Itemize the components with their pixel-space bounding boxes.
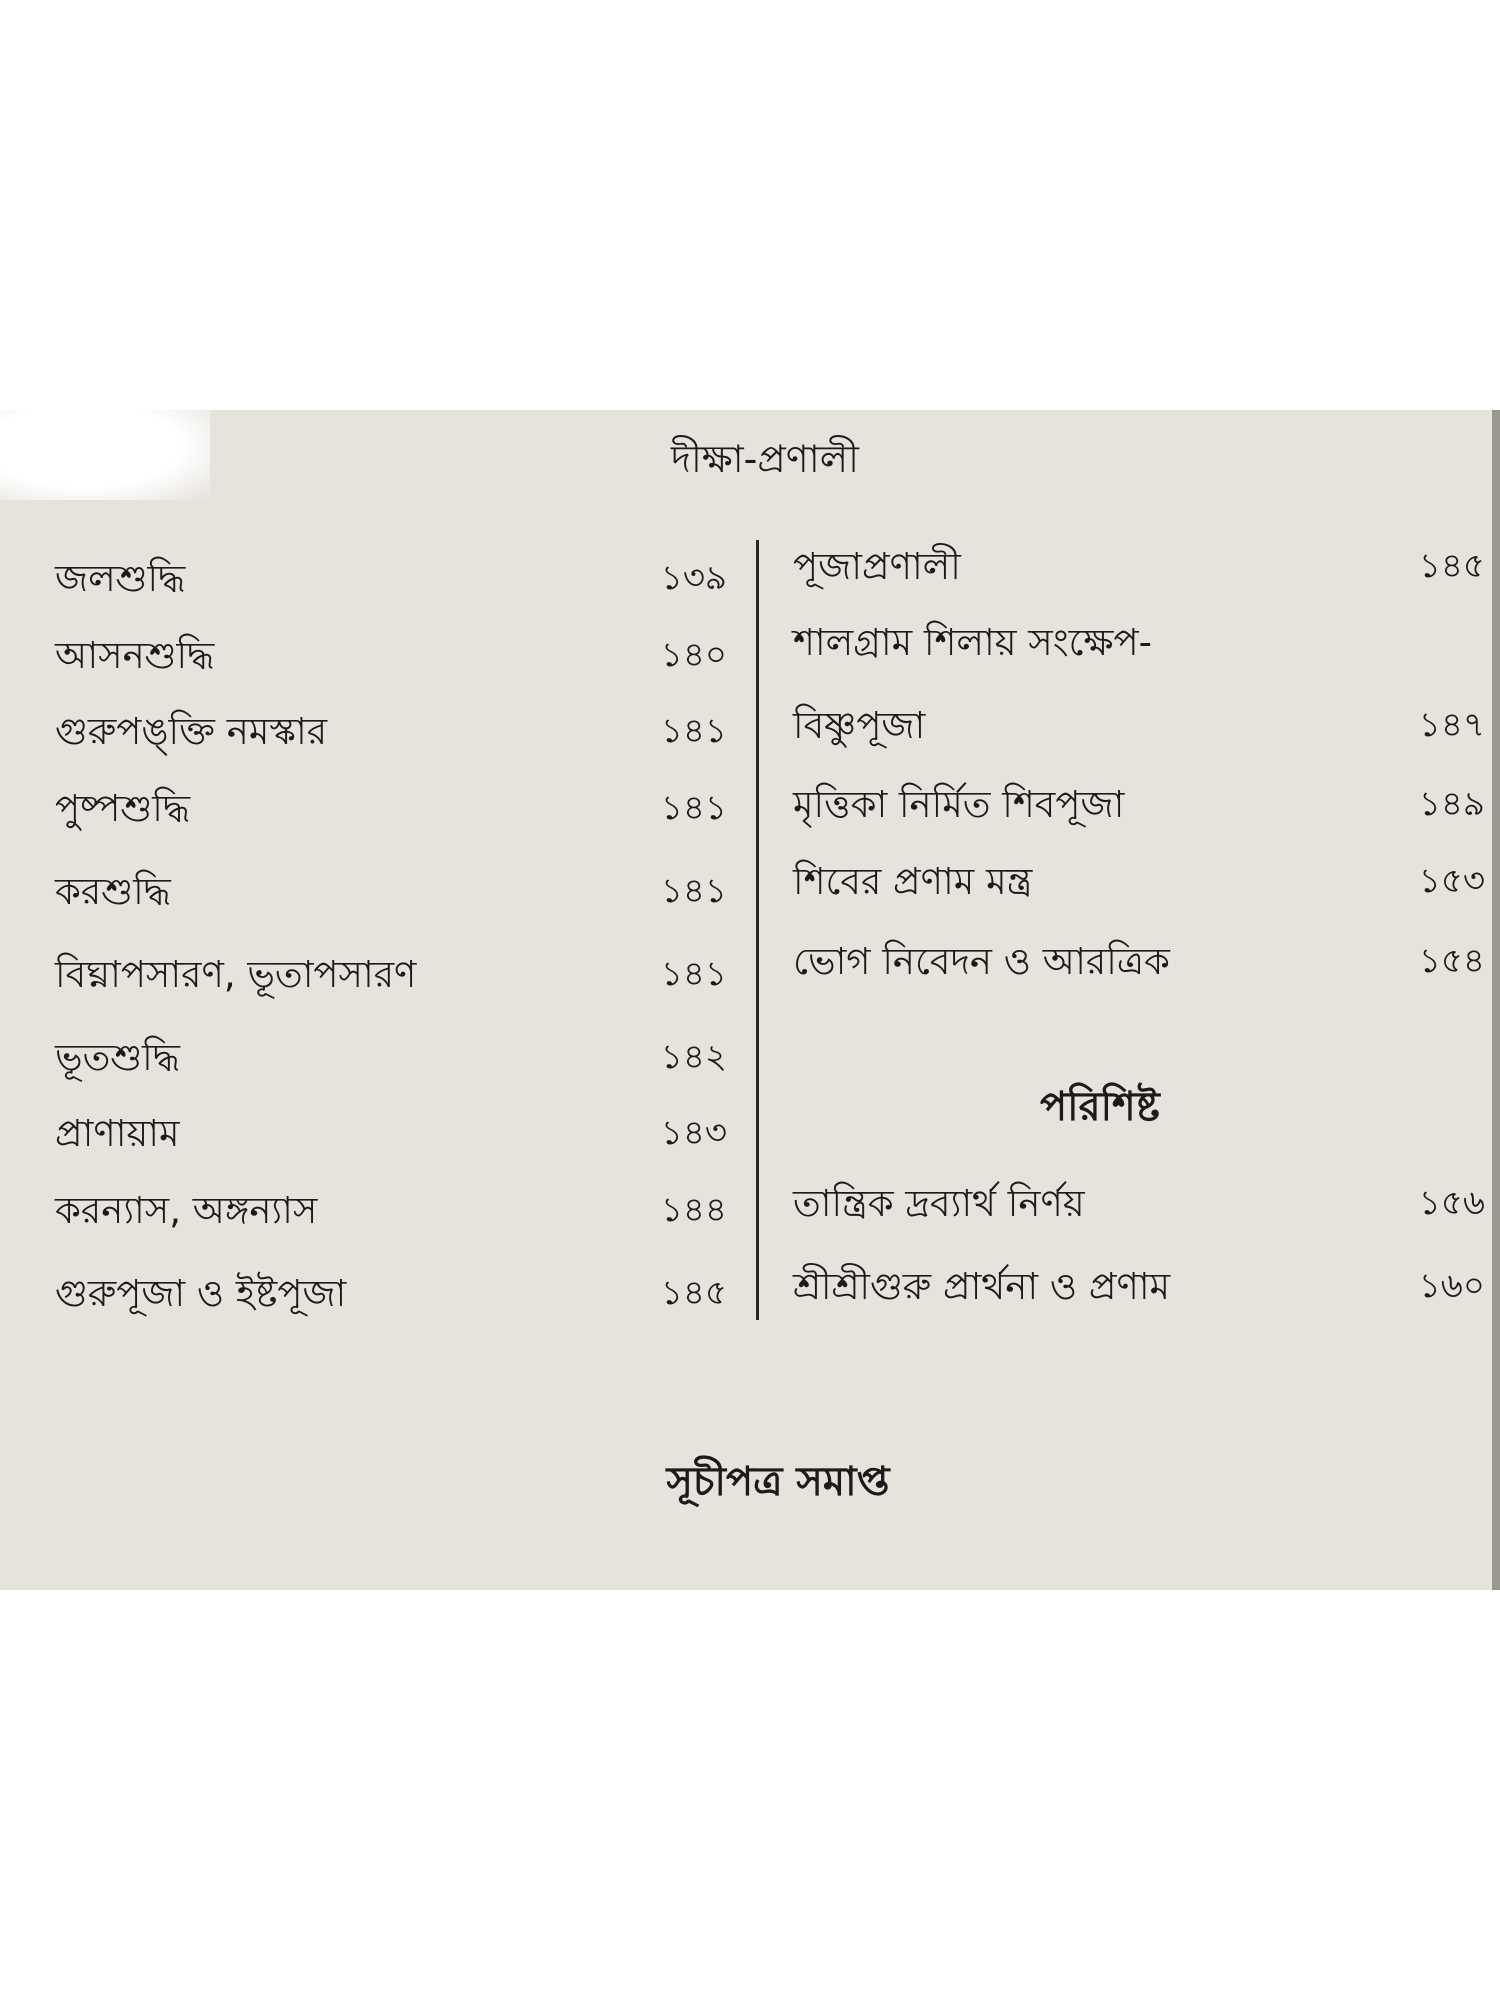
entry-label: করশুদ্ধি — [55, 869, 171, 913]
toc-entry: ভোগ নিবেদন ও আরত্রিক ১৫৪ — [793, 933, 1485, 993]
entry-label: তান্ত্রিক দ্রব্যার্থ নির্ণয় — [793, 1181, 1085, 1225]
entry-page-number: ১৪৯ — [1418, 783, 1485, 824]
entry-page-number: ১৪১ — [660, 710, 727, 751]
toc-entry: গুরুপূজা ও ইষ্টপূজা ১৪৫ — [55, 1265, 727, 1325]
toc-entry: জলশুদ্ধি ১৩৯ — [55, 550, 727, 610]
section-title: দীক্ষা-প্রণালী — [671, 437, 859, 481]
entry-page-number: ১৫৩ — [1418, 860, 1485, 901]
entry-page-number: ১৪১ — [660, 953, 727, 994]
entry-page-number: ১৪২ — [660, 1036, 727, 1077]
entry-page-number: ১৪১ — [660, 870, 727, 911]
entry-label: ভূতশুদ্ধি — [55, 1035, 180, 1079]
entry-page-number: ১৫৪ — [1418, 940, 1485, 981]
entry-label: পুষ্পশুদ্ধি — [55, 786, 190, 830]
toc-entry: করশুদ্ধি ১৪১ — [55, 863, 727, 923]
entry-page-number: ১৩৯ — [660, 557, 727, 598]
entry-page-number: ১৪০ — [660, 634, 727, 675]
toc-entry: তান্ত্রিক দ্রব্যার্থ নির্ণয় ১৫৬ — [793, 1175, 1485, 1235]
toc-entry: শালগ্রাম শিলায় সংক্ষেপ- — [793, 614, 1485, 674]
entry-page-number: ১৪৩ — [660, 1112, 727, 1153]
entry-label: শ্রীশ্রীগুরু প্রার্থনা ও প্রণাম — [793, 1264, 1171, 1308]
entry-page-number: ১৫৬ — [1418, 1182, 1485, 1223]
entry-label: শিবের প্রণাম মন্ত্র — [793, 859, 1033, 903]
toc-entry: প্রাণায়াম ১৪৩ — [55, 1105, 727, 1165]
light-glare — [0, 410, 210, 500]
entry-label: পূজাপ্রণালী — [793, 544, 961, 588]
appendix-heading: পরিশিষ্ট — [1040, 1084, 1160, 1130]
entry-page-number: ১৪৫ — [660, 1272, 727, 1313]
column-divider — [756, 540, 759, 1320]
toc-entry: শ্রীশ্রীগুরু প্রার্থনা ও প্রণাম ১৬০ — [793, 1258, 1485, 1318]
entry-label: বিষ্ণুপূজা — [793, 703, 926, 747]
entry-label: মৃত্তিকা নির্মিত শিবপূজা — [793, 782, 1125, 826]
toc-entry: পুষ্পশুদ্ধি ১৪১ — [55, 780, 727, 840]
toc-entry: আসনশুদ্ধি ১৪০ — [55, 627, 727, 687]
entry-label: প্রাণায়াম — [55, 1111, 180, 1155]
entry-label: গুরুপঙ্‌ক্তি নমস্কার — [55, 709, 328, 753]
toc-entry: মৃত্তিকা নির্মিত শিবপূজা ১৪৯ — [793, 776, 1485, 836]
footer-text: সূচীপত্র সমাপ্ত — [666, 1459, 890, 1505]
toc-entry: শিবের প্রণাম মন্ত্র ১৫৩ — [793, 853, 1485, 913]
entry-label: জলশুদ্ধি — [55, 556, 186, 600]
entry-page-number: ১৪১ — [660, 787, 727, 828]
entry-label: বিঘ্নাপসারণ, ভূতাপসারণ — [55, 952, 417, 996]
toc-entry: করন্যাস, অঙ্গন্যাস ১৪৪ — [55, 1182, 727, 1242]
toc-entry: বিষ্ণুপূজা ১৪৭ — [793, 697, 1485, 757]
toc-entry: বিঘ্নাপসারণ, ভূতাপসারণ ১৪১ — [55, 946, 727, 1006]
entry-page-number: ১৪৪ — [660, 1189, 727, 1230]
toc-entry: ভূতশুদ্ধি ১৪২ — [55, 1029, 727, 1089]
entry-label: আসনশুদ্ধি — [55, 633, 215, 677]
entry-page-number: ১৪৭ — [1418, 704, 1485, 745]
entry-page-number: ১৬০ — [1418, 1265, 1485, 1306]
toc-entry: পূজাপ্রণালী ১৪৫ — [793, 538, 1485, 598]
toc-entry: গুরুপঙ্‌ক্তি নমস্কার ১৪১ — [55, 703, 727, 763]
entry-label: করন্যাস, অঙ্গন্যাস — [55, 1188, 318, 1232]
book-page: দীক্ষা-প্রণালী জলশুদ্ধি ১৩৯ আসনশুদ্ধি ১৪০ গু… — [0, 410, 1500, 1590]
entry-label: গুরুপূজা ও ইষ্টপূজা — [55, 1271, 347, 1315]
entry-page-number: ১৪৫ — [1418, 545, 1485, 586]
entry-label: ভোগ নিবেদন ও আরত্রিক — [793, 939, 1170, 983]
entry-label: শালগ্রাম শিলায় সংক্ষেপ- — [793, 620, 1152, 664]
